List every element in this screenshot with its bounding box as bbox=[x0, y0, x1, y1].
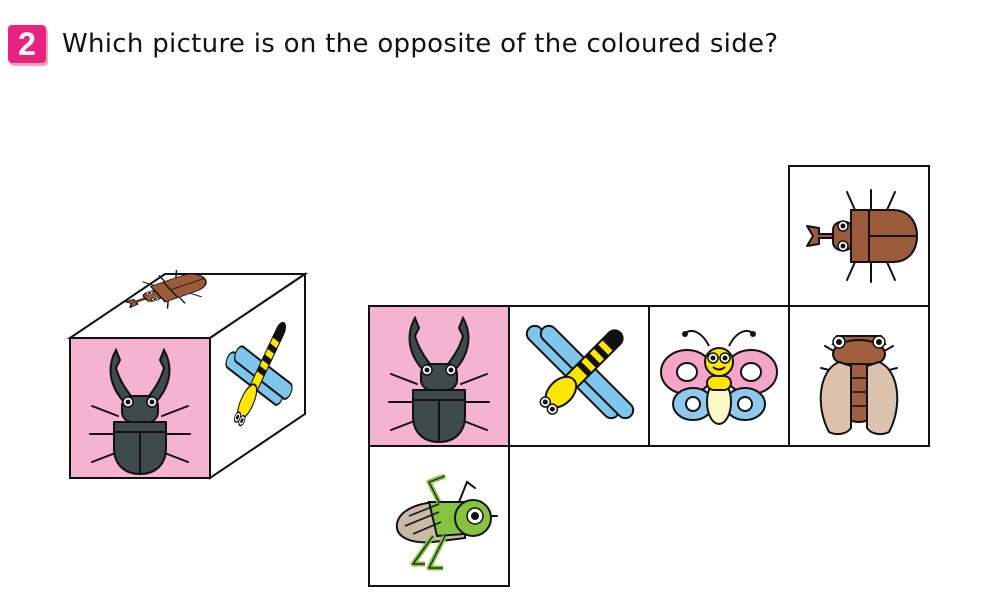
net-cell-stag-beetle[interactable] bbox=[368, 305, 510, 447]
net-cell-grasshopper[interactable] bbox=[368, 445, 510, 587]
net-cell-butterfly[interactable] bbox=[648, 305, 790, 447]
question-text: Which picture is on the opposite of the … bbox=[62, 29, 779, 59]
net-cell-dragonfly[interactable] bbox=[508, 305, 650, 447]
question-header: 2 Which picture is on the opposite of th… bbox=[8, 22, 778, 66]
net-cell-cicada[interactable] bbox=[788, 305, 930, 447]
net-cell-rhinoceros-beetle[interactable] bbox=[788, 165, 930, 307]
question-number-badge: 2 bbox=[8, 25, 46, 63]
cube bbox=[66, 263, 309, 480]
cube-net bbox=[368, 165, 930, 587]
cube-front-face bbox=[69, 337, 211, 479]
cicada-icon bbox=[819, 335, 899, 436]
